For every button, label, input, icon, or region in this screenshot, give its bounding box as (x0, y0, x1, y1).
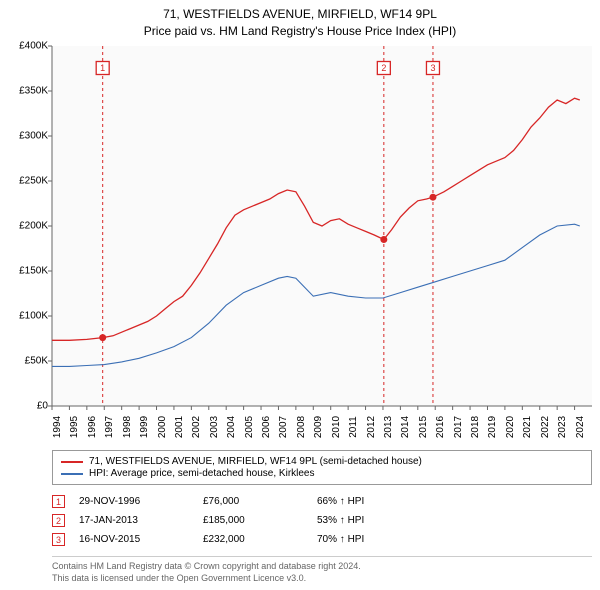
transaction-marker: 2 (52, 514, 65, 527)
legend-swatch (61, 461, 83, 463)
svg-text:2: 2 (381, 63, 386, 73)
transaction-price: £232,000 (203, 534, 303, 545)
transaction-date: 17-JAN-2013 (79, 515, 189, 526)
y-tick-label: £200K (0, 221, 48, 232)
x-tick-label: 2006 (261, 416, 272, 438)
x-tick-label: 2011 (348, 416, 359, 438)
chart-title-block: 71, WESTFIELDS AVENUE, MIRFIELD, WF14 9P… (0, 0, 600, 40)
x-tick-label: 2021 (522, 416, 533, 438)
x-tick-label: 2007 (278, 416, 289, 438)
y-tick-label: £250K (0, 176, 48, 187)
transaction-marker: 1 (52, 495, 65, 508)
legend-item: 71, WESTFIELDS AVENUE, MIRFIELD, WF14 9P… (61, 456, 583, 467)
transaction-pct: 66% ↑ HPI (317, 496, 592, 507)
x-tick-label: 2020 (505, 416, 516, 438)
transaction-pct: 53% ↑ HPI (317, 515, 592, 526)
svg-text:1: 1 (100, 63, 105, 73)
title-line1: 71, WESTFIELDS AVENUE, MIRFIELD, WF14 9P… (0, 6, 600, 23)
x-tick-label: 2010 (331, 416, 342, 438)
svg-text:3: 3 (430, 63, 435, 73)
transaction-row: 3 16-NOV-2015 £232,000 70% ↑ HPI (52, 530, 592, 549)
chart-svg: 123 (52, 46, 352, 196)
footer-line2: This data is licensed under the Open Gov… (52, 573, 592, 585)
x-tick-label: 1994 (52, 416, 63, 438)
x-tick-label: 2015 (418, 416, 429, 438)
y-tick-label: £100K (0, 311, 48, 322)
title-line2: Price paid vs. HM Land Registry's House … (0, 23, 600, 40)
legend-item: HPI: Average price, semi-detached house,… (61, 468, 583, 479)
legend-box: 71, WESTFIELDS AVENUE, MIRFIELD, WF14 9P… (52, 450, 592, 485)
x-tick-label: 2024 (575, 416, 586, 438)
x-tick-label: 2019 (487, 416, 498, 438)
x-tick-label: 2005 (244, 416, 255, 438)
x-tick-label: 2012 (366, 416, 377, 438)
legend-label: 71, WESTFIELDS AVENUE, MIRFIELD, WF14 9P… (89, 456, 422, 467)
x-tick-label: 1999 (139, 416, 150, 438)
x-tick-label: 2018 (470, 416, 481, 438)
x-tick-label: 1997 (104, 416, 115, 438)
legend-swatch (61, 473, 83, 475)
transaction-price: £185,000 (203, 515, 303, 526)
x-tick-label: 1995 (69, 416, 80, 438)
transaction-price: £76,000 (203, 496, 303, 507)
transaction-marker: 3 (52, 533, 65, 546)
x-tick-label: 2016 (435, 416, 446, 438)
transaction-row: 1 29-NOV-1996 £76,000 66% ↑ HPI (52, 492, 592, 511)
y-tick-label: £350K (0, 86, 48, 97)
x-tick-label: 2001 (174, 416, 185, 438)
legend-label: HPI: Average price, semi-detached house,… (89, 468, 315, 479)
x-tick-label: 2022 (540, 416, 551, 438)
x-tick-label: 1996 (87, 416, 98, 438)
attribution-footer: Contains HM Land Registry data © Crown c… (52, 556, 592, 584)
x-tick-label: 2008 (296, 416, 307, 438)
x-tick-label: 2017 (453, 416, 464, 438)
y-tick-label: £400K (0, 41, 48, 52)
y-tick-label: £0 (0, 401, 48, 412)
y-tick-label: £300K (0, 131, 48, 142)
x-tick-label: 2000 (157, 416, 168, 438)
x-tick-label: 2013 (383, 416, 394, 438)
footer-line1: Contains HM Land Registry data © Crown c… (52, 561, 592, 573)
x-tick-label: 2014 (400, 416, 411, 438)
y-tick-label: £50K (0, 356, 48, 367)
transaction-pct: 70% ↑ HPI (317, 534, 592, 545)
x-tick-label: 2002 (191, 416, 202, 438)
x-tick-label: 2004 (226, 416, 237, 438)
chart-plot-area: 123 £0£50K£100K£150K£200K£250K£300K£350K… (52, 46, 592, 406)
x-tick-label: 2003 (209, 416, 220, 438)
transaction-table: 1 29-NOV-1996 £76,000 66% ↑ HPI 2 17-JAN-2013… (52, 492, 592, 549)
x-tick-label: 2009 (313, 416, 324, 438)
transaction-date: 16-NOV-2015 (79, 534, 189, 545)
transaction-row: 2 17-JAN-2013 £185,000 53% ↑ HPI (52, 511, 592, 530)
transaction-date: 29-NOV-1996 (79, 496, 189, 507)
x-tick-label: 2023 (557, 416, 568, 438)
y-tick-label: £150K (0, 266, 48, 277)
x-tick-label: 1998 (122, 416, 133, 438)
